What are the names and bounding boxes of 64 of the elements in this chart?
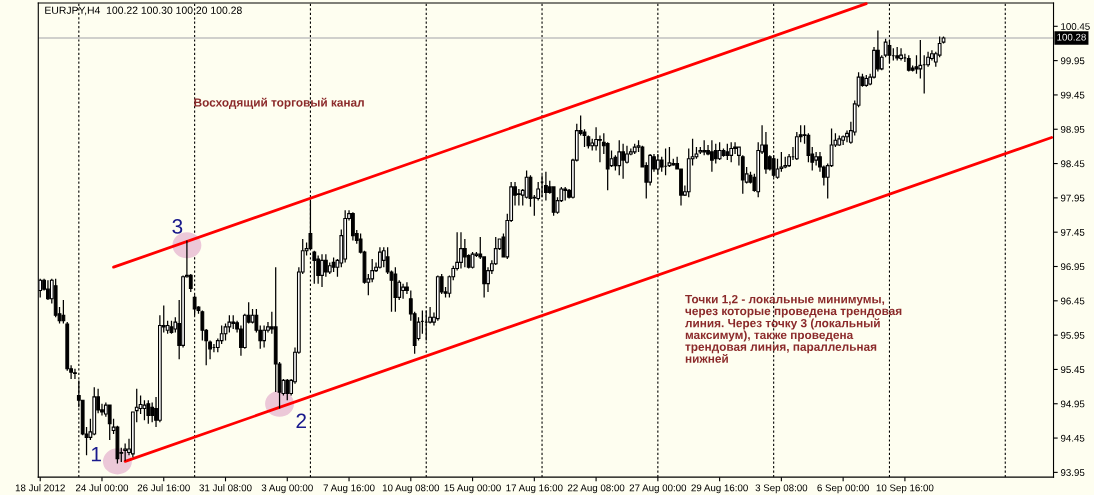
candlestick	[918, 39, 923, 80]
candlestick	[516, 188, 521, 207]
x-tick-label: 18 Jul 2012	[15, 484, 65, 492]
x-tick-label: 15 Aug 00:00	[444, 484, 501, 494]
x-tick-label: 31 Jul 08:00	[199, 484, 252, 492]
candlestick	[378, 246, 382, 270]
x-tick-label: 17 Aug 16:00	[506, 484, 563, 494]
candlestick	[142, 399, 147, 421]
candlestick	[61, 299, 66, 325]
y-tick-label: 99.45	[1060, 91, 1085, 99]
candlestick	[146, 399, 151, 425]
candlestick	[814, 151, 819, 167]
y-tick-label: 98.45	[1060, 160, 1085, 168]
y-tick-label: 96.45	[1060, 297, 1085, 305]
candlestick	[617, 139, 622, 176]
y-tick-label: 96.95	[1060, 263, 1085, 271]
x-tick-label: 29 Aug 16:00	[691, 484, 748, 494]
chart-title: EURJPY,H4 100.22 100.30 100.20 100.28	[45, 6, 242, 16]
annotation: 3	[172, 219, 183, 234]
x-tick-label: 7 Aug 16:00	[323, 484, 375, 494]
x-tick-label: 27 Aug 00:00	[629, 484, 687, 494]
x-tick-label: 24 Jul 00:00	[75, 484, 129, 492]
x-tick-label: 10 Sep 16:00	[876, 484, 934, 494]
x-tick-label: 3 Aug 00:00	[261, 484, 313, 494]
candlestick	[316, 254, 321, 285]
candlestick	[150, 401, 155, 423]
candlestick	[107, 404, 112, 441]
x-tick-label: 26 Jul 16:00	[137, 484, 190, 492]
candlestick	[462, 238, 467, 268]
candlestick	[598, 134, 602, 163]
candlestick	[123, 442, 128, 462]
candlestick	[219, 324, 224, 345]
y-tick-label: 94.95	[1060, 400, 1085, 408]
y-tick-label: 95.45	[1060, 366, 1085, 374]
y-tick-label: 98.95	[1060, 125, 1085, 133]
candlestick	[405, 281, 409, 295]
candlestick	[200, 309, 205, 342]
annotation: Точки 1,2 - локальные минимумы, через которые проведена трендовая линия. Через точку 3 (локальный максимум), также проведена трендовая линия, параллельная нижней	[685, 294, 902, 363]
candlestick	[528, 174, 533, 208]
candlestick	[262, 324, 267, 349]
annotation: Восходящий торговый канал	[194, 97, 364, 110]
ref-line-label: 100.28	[1057, 33, 1086, 41]
y-tick-label: 99.95	[1060, 57, 1085, 65]
candlestick	[459, 231, 463, 270]
candlestick	[899, 47, 903, 62]
candlestick	[320, 253, 324, 288]
candlestick	[46, 279, 50, 301]
candlestick	[845, 129, 849, 143]
y-tick-label: 95.95	[1060, 331, 1085, 339]
x-tick-label: 6 Sep 00:00	[817, 484, 869, 494]
x-tick-label: 10 Aug 08:00	[382, 484, 440, 494]
y-tick-label: 97.45	[1060, 228, 1085, 236]
annotation: 1	[91, 446, 101, 462]
y-tick-label: 97.95	[1060, 194, 1085, 202]
y-tick-label: 94.45	[1060, 434, 1085, 442]
annotation: 2	[296, 413, 306, 429]
x-tick-label: 3 Sep 08:00	[755, 484, 808, 494]
y-tick-label: 93.95	[1060, 469, 1085, 476]
candlestick	[729, 141, 734, 163]
candlestick	[393, 266, 398, 313]
candlestick	[401, 283, 405, 300]
candlestick	[323, 253, 328, 278]
y-tick-label: 100.45	[1061, 23, 1090, 30]
x-tick-label: 22 Aug 08:00	[567, 484, 625, 494]
